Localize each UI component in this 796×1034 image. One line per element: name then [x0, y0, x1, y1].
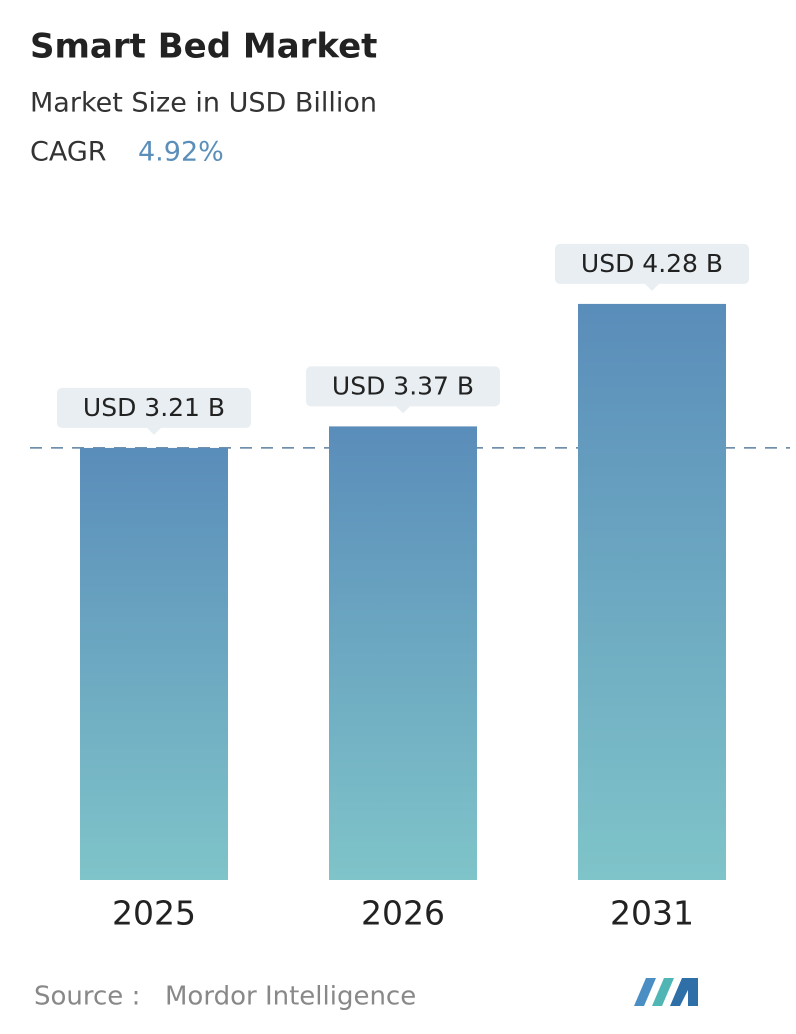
chart-title: Smart Bed Market	[30, 27, 377, 67]
cagr-value: 4.92%	[138, 137, 224, 168]
bar	[329, 426, 477, 880]
chart-subtitle: Market Size in USD Billion	[30, 88, 377, 119]
value-label-box	[306, 366, 500, 407]
source-label: Source :	[34, 982, 140, 1012]
value-label: USD 3.37 B	[332, 371, 474, 400]
value-label: USD 4.28 B	[581, 249, 723, 278]
value-label-pointer	[645, 283, 659, 291]
bar	[578, 303, 726, 880]
cagr-label: CAGR	[30, 137, 107, 168]
value-label-pointer	[396, 406, 410, 414]
x-tick-label: 2025	[112, 894, 196, 933]
value-label-pointer	[147, 427, 161, 435]
x-tick-label: 2031	[610, 894, 694, 933]
value-label-box	[57, 387, 251, 428]
value-label-box	[555, 243, 749, 284]
x-tick-label: 2026	[361, 894, 445, 933]
logo	[634, 978, 698, 1006]
value-label: USD 3.21 B	[83, 393, 225, 422]
source: Mordor Intelligence	[165, 982, 416, 1012]
bar	[80, 447, 228, 880]
